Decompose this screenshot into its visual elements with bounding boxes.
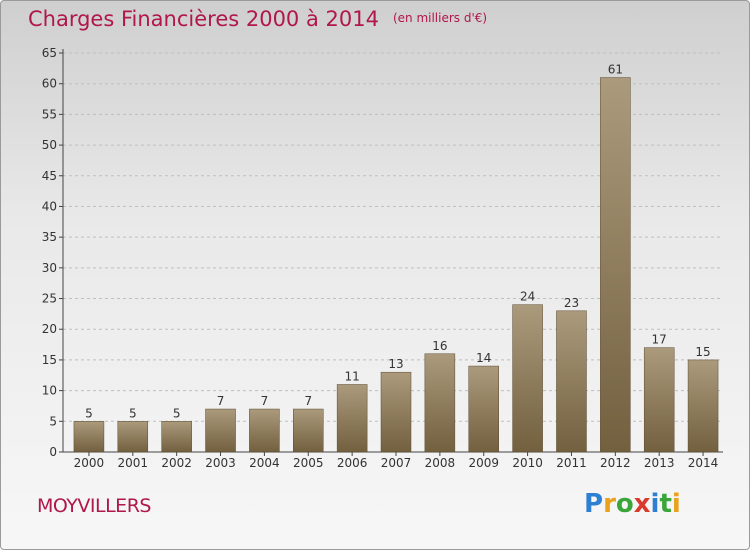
y-tick-label: 35	[42, 230, 57, 244]
data-label: 23	[564, 296, 579, 310]
x-tick-label: 2004	[249, 456, 280, 470]
y-tick-label: 15	[42, 353, 57, 367]
chart-title-text: Charges Financières 2000 à 2014	[28, 7, 379, 31]
data-label: 13	[388, 357, 403, 371]
data-label: 16	[432, 339, 447, 353]
x-tick-label: 2008	[425, 456, 456, 470]
logo-letter: i	[671, 489, 681, 519]
bar	[249, 408, 280, 453]
x-tick-label: 2011	[556, 456, 587, 470]
y-tick-label: 55	[42, 107, 57, 121]
bar	[336, 384, 368, 453]
data-label: 17	[652, 333, 667, 347]
bar	[468, 365, 499, 453]
data-label: 24	[520, 290, 535, 304]
y-tick-label: 60	[42, 77, 57, 91]
logo-letter: i	[650, 489, 660, 519]
y-tick-label: 25	[42, 292, 57, 306]
y-tick-label: 20	[42, 322, 57, 336]
logo-letter: x	[633, 489, 651, 519]
bar	[380, 371, 412, 453]
bar	[73, 421, 105, 453]
data-label: 5	[129, 406, 137, 420]
logo-letter: o	[615, 489, 634, 519]
place-name: MOYVILLERS	[37, 495, 151, 517]
y-tick-label: 5	[49, 414, 57, 428]
chart-title: Charges Financières 2000 à 2014 (en milli…	[28, 7, 487, 31]
bar	[556, 310, 587, 453]
x-tick-label: 2006	[337, 456, 368, 470]
data-label: 5	[173, 406, 181, 420]
data-label: 15	[695, 345, 710, 359]
x-tick-label: 2001	[118, 456, 149, 470]
logo-letter: P	[584, 489, 604, 519]
data-label: 7	[304, 394, 312, 408]
data-label: 5	[85, 406, 93, 420]
bar	[512, 304, 543, 453]
bar	[687, 359, 719, 453]
bar	[424, 353, 456, 453]
bar	[161, 421, 192, 453]
data-label: 7	[217, 394, 225, 408]
logo-letter: t	[659, 489, 672, 519]
y-tick-label: 30	[42, 261, 57, 275]
bar	[643, 347, 675, 453]
bar	[117, 421, 149, 453]
y-tick-label: 0	[49, 445, 57, 459]
x-tick-label: 2012	[600, 456, 631, 470]
y-tick-label: 40	[42, 199, 57, 213]
data-label: 11	[344, 369, 359, 383]
data-label: 61	[608, 63, 623, 77]
bar	[205, 408, 236, 453]
bar	[600, 77, 631, 453]
x-tick-label: 2007	[381, 456, 412, 470]
x-tick-label: 2010	[512, 456, 543, 470]
logo-letter: r	[603, 489, 616, 519]
x-tick-label: 2009	[468, 456, 499, 470]
data-label: 7	[261, 394, 269, 408]
x-tick-label: 2003	[205, 456, 236, 470]
proxiti-logo[interactable]: Proxiti	[584, 489, 681, 519]
y-tick-label: 65	[42, 46, 57, 60]
y-tick-label: 45	[42, 169, 57, 183]
chart-subtitle: (en milliers d'€)	[392, 11, 488, 25]
y-tick-label: 10	[42, 384, 57, 398]
x-tick-label: 2002	[161, 456, 192, 470]
y-tick-label: 50	[42, 138, 57, 152]
bar	[293, 408, 324, 453]
x-tick-label: 2005	[293, 456, 324, 470]
x-tick-label: 2000	[74, 456, 105, 470]
data-label: 14	[476, 351, 491, 365]
x-tick-label: 2014	[688, 456, 719, 470]
x-tick-label: 2013	[644, 456, 675, 470]
